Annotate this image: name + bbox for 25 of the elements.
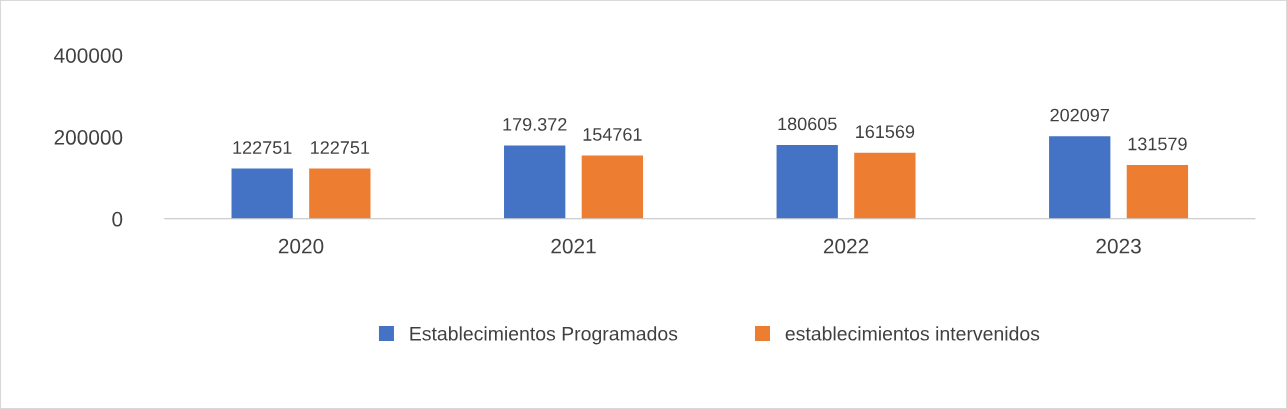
bar xyxy=(854,152,916,219)
y-tick-label: 200000 xyxy=(54,130,123,145)
legend-label: Establecimientos Programados xyxy=(410,326,678,345)
legend-label: establecimientos intervenidos xyxy=(785,326,1040,341)
data-label: 202097 xyxy=(1050,108,1109,122)
bar xyxy=(504,145,566,219)
data-label: 179.372 xyxy=(503,117,567,131)
data-label: 122751 xyxy=(233,141,292,154)
bar xyxy=(581,155,644,219)
data-label: 154761 xyxy=(583,128,642,141)
bar xyxy=(309,168,371,219)
data-label: 180605 xyxy=(778,117,837,131)
bar xyxy=(1049,136,1111,219)
x-tick-label: 2023 xyxy=(1096,238,1141,254)
x-tick-label: 2020 xyxy=(278,238,324,254)
data-label: 161569 xyxy=(856,125,915,139)
bar xyxy=(776,144,838,219)
data-label: 122751 xyxy=(311,141,370,154)
y-tick-label: 0 xyxy=(112,211,123,227)
data-label: 131579 xyxy=(1128,137,1187,151)
bar xyxy=(231,168,293,219)
x-tick-label: 2022 xyxy=(823,238,869,254)
bar xyxy=(1126,165,1189,219)
x-tick-label: 2021 xyxy=(551,238,596,254)
y-tick-label: 400000 xyxy=(54,48,123,63)
